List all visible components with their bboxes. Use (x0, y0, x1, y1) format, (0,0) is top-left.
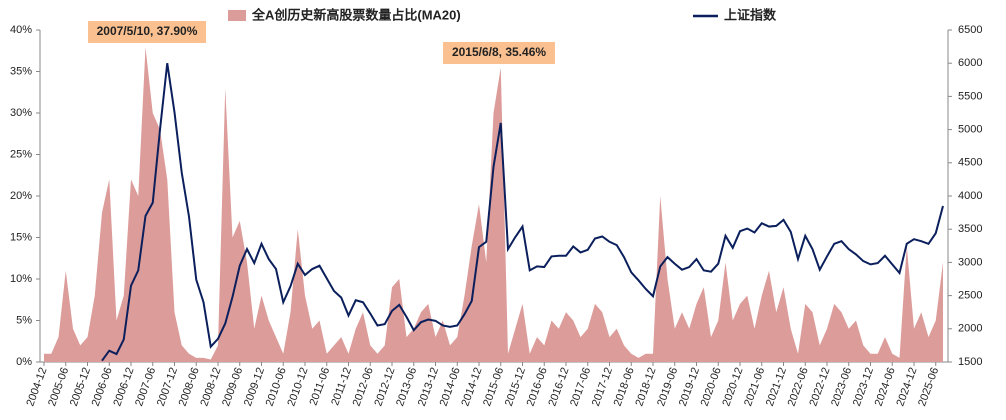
x-tick-label: 2004-12 (24, 366, 49, 408)
x-tick-label: 2019-06 (655, 366, 680, 408)
annotation: 2015/6/8, 35.46% (452, 45, 546, 59)
x-tick-label: 2014-06 (438, 366, 463, 408)
y2-tick-label: 6000 (958, 57, 982, 69)
x-tick-label: 2024-12 (894, 366, 919, 408)
x-tick-label: 2007-06 (133, 366, 158, 408)
y-tick-label: 0% (16, 356, 32, 368)
y2-tick-label: 5000 (958, 124, 982, 136)
x-tick-label: 2017-12 (590, 366, 615, 408)
x-tick-label: 2013-12 (416, 366, 441, 408)
x-tick-label: 2020-12 (720, 366, 745, 408)
y2-tick-label: 5500 (958, 90, 982, 102)
y2-tick-label: 3500 (958, 223, 982, 235)
y-tick-label: 25% (10, 148, 32, 160)
x-tick-label: 2023-12 (851, 366, 876, 408)
x-tick-label: 2009-12 (242, 366, 267, 408)
annotation-box (88, 21, 206, 43)
x-tick-label: 2007-12 (155, 366, 180, 408)
x-tick-label: 2011-12 (329, 366, 354, 407)
x-tick-label: 2022-06 (786, 366, 811, 408)
x-tick-label: 2009-06 (220, 366, 245, 408)
legend-label: 上证指数 (724, 7, 777, 22)
x-tick-label: 2008-06 (177, 366, 202, 408)
x-tick-label: 2010-12 (285, 366, 310, 408)
y2-tick-label: 6500 (958, 24, 982, 36)
x-tick-label: 2010-06 (264, 366, 289, 408)
x-tick-label: 2005-12 (68, 366, 93, 408)
x-tick-label: 2006-06 (90, 366, 115, 408)
x-tick-label: 2021-12 (764, 366, 789, 408)
line (101, 63, 944, 362)
x-tick-label: 2014-12 (459, 366, 484, 408)
x-tick-label: 2015-12 (503, 366, 528, 408)
y-tick-label: 20% (10, 190, 32, 202)
annotation: 2007/5/10, 37.90% (97, 24, 198, 38)
y-tick-label: 35% (10, 65, 32, 77)
y2-tick-label: 3000 (958, 256, 982, 268)
x-tick-label: 2005-06 (46, 366, 71, 408)
x-tick-label: 2011-06 (307, 366, 332, 407)
x-tick-label: 2023-06 (829, 366, 854, 408)
x-tick-label: 2006-12 (111, 366, 136, 408)
x-tick-label: 2008-12 (198, 366, 223, 408)
x-tick-label: 2012-12 (372, 366, 397, 408)
legend-swatch (228, 10, 246, 21)
x-tick-label: 2015-06 (481, 366, 506, 408)
y2-tick-label: 4000 (958, 190, 982, 202)
x-tick-label: 2016-12 (546, 366, 571, 408)
x-tick-label: 2022-12 (807, 366, 832, 408)
y-tick-label: 30% (10, 107, 32, 119)
y-tick-label: 15% (10, 231, 32, 243)
annotation-box (443, 42, 555, 64)
x-tick-label: 2024-06 (873, 366, 898, 408)
y2-tick-label: 4500 (958, 157, 982, 169)
x-tick-label: 2018-12 (633, 366, 658, 408)
y-tick-label: 10% (10, 273, 32, 285)
legend-label: 全A创历史新高股票数量占比(MA20) (251, 7, 461, 22)
x-tick-label: 2018-06 (612, 366, 637, 408)
y2-tick-label: 2000 (958, 323, 982, 335)
y-tick-label: 40% (10, 24, 32, 36)
y2-tick-label: 1500 (958, 356, 982, 368)
x-tick-label: 2012-06 (351, 366, 376, 408)
x-tick-label: 2013-06 (394, 366, 419, 408)
y-tick-label: 5% (16, 314, 32, 326)
y2-tick-label: 2500 (958, 290, 982, 302)
x-tick-label: 2021-06 (742, 366, 767, 408)
x-tick-label: 2025-06 (916, 366, 941, 408)
x-tick-label: 2017-06 (568, 366, 593, 408)
x-tick-label: 2020-06 (699, 366, 724, 408)
x-tick-label: 2019-12 (677, 366, 702, 408)
x-tick-label: 2016-06 (525, 366, 550, 408)
area (44, 47, 943, 363)
